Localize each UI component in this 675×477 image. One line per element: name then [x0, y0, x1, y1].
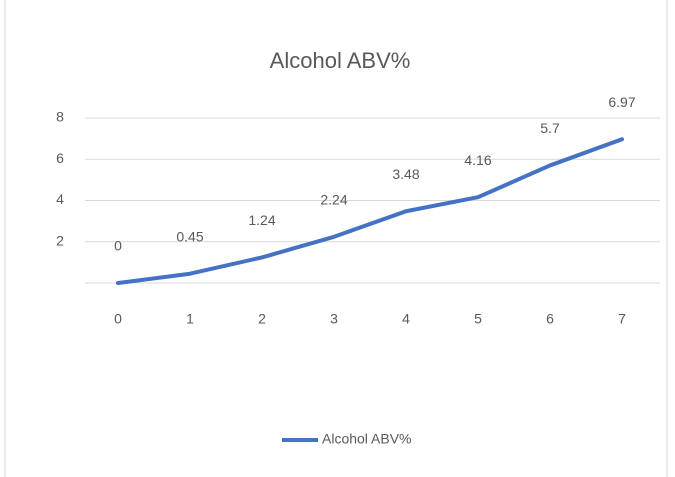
x-tick-label: 2: [258, 311, 266, 327]
data-label: 0.45: [176, 228, 203, 244]
y-tick-label: 6: [56, 150, 64, 166]
x-tick-label: 7: [618, 311, 626, 327]
chart-title: Alcohol ABV%: [270, 48, 411, 73]
y-tick-label: 8: [56, 109, 64, 125]
legend-label: Alcohol ABV%: [322, 431, 412, 447]
x-tick-label: 6: [546, 311, 554, 327]
data-label: 4.16: [464, 152, 491, 168]
data-label: 3.48: [392, 166, 419, 182]
data-label: 1.24: [248, 212, 275, 228]
x-tick-label: 5: [474, 311, 482, 327]
data-label: 0: [114, 238, 122, 254]
series-line: [116, 137, 624, 285]
data-label: 6.97: [608, 94, 635, 110]
x-tick-label: 4: [402, 311, 410, 327]
y-tick-label: 2: [56, 232, 64, 248]
data-label: 5.7: [540, 120, 560, 136]
y-tick-label: 4: [56, 191, 64, 207]
x-tick-label: 0: [114, 311, 122, 327]
data-label: 2.24: [320, 192, 347, 208]
x-tick-label: 3: [330, 311, 338, 327]
x-tick-label: 1: [186, 311, 194, 327]
